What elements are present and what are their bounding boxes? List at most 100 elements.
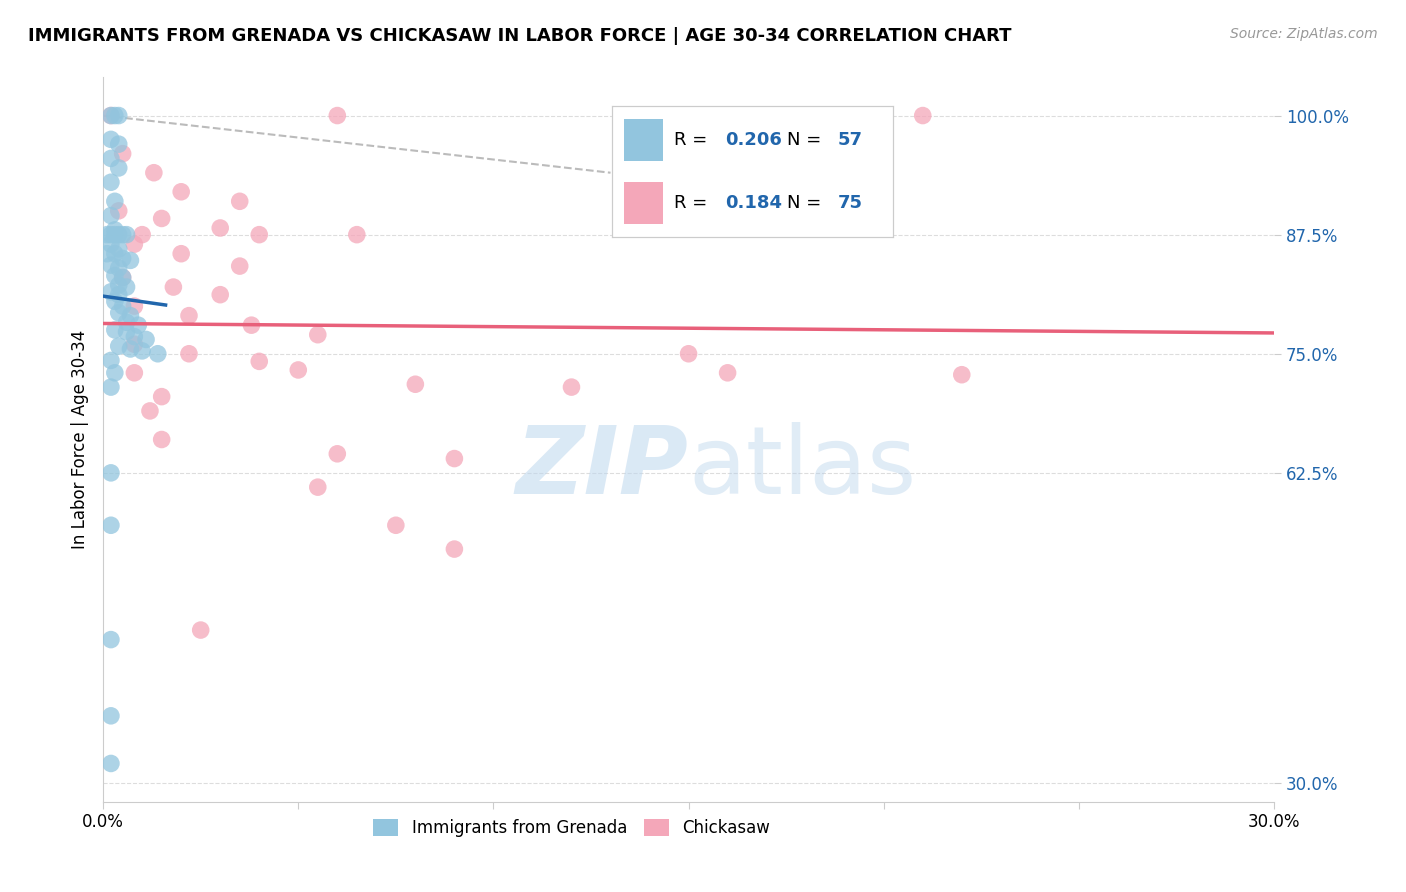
Point <box>100 152 122 166</box>
Point <box>120 342 142 356</box>
Legend: Immigrants from Grenada, Chickasaw: Immigrants from Grenada, Chickasaw <box>367 813 776 844</box>
Point <box>104 109 127 123</box>
Point <box>115 227 138 242</box>
Point <box>100 109 122 123</box>
Point <box>120 309 142 323</box>
Point <box>346 227 368 242</box>
Point <box>150 433 173 447</box>
Point <box>247 354 270 368</box>
Point <box>104 194 127 209</box>
Point <box>124 299 146 313</box>
Point <box>209 221 232 235</box>
Text: ZIP: ZIP <box>516 423 689 515</box>
Point <box>111 227 134 242</box>
Y-axis label: In Labor Force | Age 30-34: In Labor Force | Age 30-34 <box>72 330 89 549</box>
Point <box>100 109 122 123</box>
Point <box>100 285 122 299</box>
Point <box>124 237 146 252</box>
Point <box>100 380 122 394</box>
Point <box>104 268 127 283</box>
Point <box>146 347 169 361</box>
Point <box>111 252 134 266</box>
Point <box>229 259 252 273</box>
Point <box>190 623 212 637</box>
Point <box>131 227 153 242</box>
Point <box>100 132 122 146</box>
Point <box>150 390 173 404</box>
Point <box>107 227 129 242</box>
Point <box>560 380 582 394</box>
Point <box>104 246 127 260</box>
Point <box>124 329 146 343</box>
Point <box>162 280 184 294</box>
Point <box>107 278 129 293</box>
Point <box>107 306 129 320</box>
Point <box>150 211 173 226</box>
Point <box>716 366 738 380</box>
Point <box>385 518 408 533</box>
Point <box>107 137 129 152</box>
Point <box>107 242 129 256</box>
Point <box>100 756 122 771</box>
Point <box>107 260 129 275</box>
Point <box>142 166 165 180</box>
Point <box>229 194 252 209</box>
Point <box>177 309 200 323</box>
Point <box>96 227 118 242</box>
Point <box>326 109 349 123</box>
Point <box>96 246 118 260</box>
Point <box>131 343 153 358</box>
Text: Source: ZipAtlas.com: Source: ZipAtlas.com <box>1230 27 1378 41</box>
Point <box>678 347 700 361</box>
Point <box>100 209 122 223</box>
Point <box>104 366 127 380</box>
Point <box>170 246 193 260</box>
Point <box>950 368 973 382</box>
Point <box>115 280 138 294</box>
Point <box>139 404 162 418</box>
Point <box>111 270 134 285</box>
Point <box>100 353 122 368</box>
Point <box>100 466 122 480</box>
Point <box>240 318 263 333</box>
Point <box>104 223 127 237</box>
Point <box>120 253 142 268</box>
Point <box>135 333 157 347</box>
Point <box>911 109 934 123</box>
Point <box>307 480 329 494</box>
Point <box>209 287 232 301</box>
Point <box>111 270 134 285</box>
Point <box>104 323 127 337</box>
Point <box>100 175 122 189</box>
Point <box>107 161 129 175</box>
Point <box>190 823 212 838</box>
Point <box>115 325 138 339</box>
Point <box>100 237 122 252</box>
Point <box>170 185 193 199</box>
Point <box>104 294 127 309</box>
Point <box>111 299 134 313</box>
Point <box>111 146 134 161</box>
Point <box>100 708 122 723</box>
Point <box>107 287 129 301</box>
Point <box>107 339 129 353</box>
Point <box>443 542 465 557</box>
Point <box>247 227 270 242</box>
Text: atlas: atlas <box>689 423 917 515</box>
Point <box>177 347 200 361</box>
Point <box>100 227 122 242</box>
Point <box>404 377 426 392</box>
Point <box>104 227 127 242</box>
Point <box>100 258 122 272</box>
Point <box>127 318 149 333</box>
Point <box>755 109 778 123</box>
Point <box>100 518 122 533</box>
Text: IMMIGRANTS FROM GRENADA VS CHICKASAW IN LABOR FORCE | AGE 30-34 CORRELATION CHAR: IMMIGRANTS FROM GRENADA VS CHICKASAW IN … <box>28 27 1012 45</box>
Point <box>107 109 129 123</box>
Point <box>307 327 329 342</box>
Point <box>115 315 138 329</box>
Point <box>124 366 146 380</box>
Point <box>443 451 465 466</box>
Point <box>287 363 309 377</box>
Point <box>124 337 146 351</box>
